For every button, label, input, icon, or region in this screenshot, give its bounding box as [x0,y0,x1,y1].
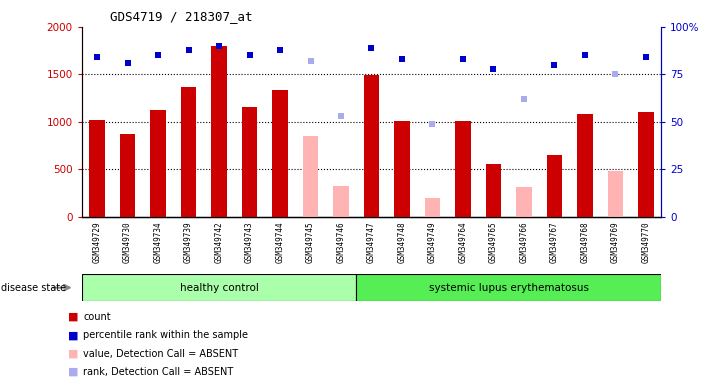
Text: GSM349768: GSM349768 [580,222,589,263]
Point [396,56,407,62]
Bar [90,120,105,217]
Bar [151,109,166,217]
Point [274,46,286,53]
Point [336,113,347,119]
Point [579,52,591,58]
Text: ■: ■ [68,367,78,377]
Bar [211,46,227,217]
Text: GSM349766: GSM349766 [520,222,528,263]
Bar [333,185,348,217]
Point [183,46,194,53]
Text: GSM349748: GSM349748 [397,222,407,263]
Point [305,58,316,64]
Point [641,54,652,60]
Point [213,43,225,49]
Bar [364,75,379,217]
Point [427,121,438,127]
Bar [486,164,501,217]
Text: GSM349743: GSM349743 [245,222,254,263]
Text: rank, Detection Call = ABSENT: rank, Detection Call = ABSENT [83,367,233,377]
Bar [638,113,653,217]
Text: healthy control: healthy control [180,283,258,293]
Point [122,60,133,66]
Text: GSM349739: GSM349739 [184,222,193,263]
Text: value, Detection Call = ABSENT: value, Detection Call = ABSENT [83,349,238,359]
Text: GSM349746: GSM349746 [336,222,346,263]
Bar [356,274,661,301]
Text: GSM349769: GSM349769 [611,222,620,263]
Text: GDS4719 / 218307_at: GDS4719 / 218307_at [110,10,252,23]
Text: count: count [83,312,111,322]
Text: GSM349747: GSM349747 [367,222,376,263]
Point [488,66,499,72]
Text: GSM349742: GSM349742 [215,222,223,263]
Point [365,45,377,51]
Text: GSM349734: GSM349734 [154,222,163,263]
Bar [547,155,562,217]
Text: GSM349744: GSM349744 [275,222,284,263]
Text: GSM349745: GSM349745 [306,222,315,263]
Bar [395,121,410,217]
Text: ■: ■ [68,349,78,359]
Bar [608,171,623,217]
Bar [455,121,471,217]
Point [152,52,164,58]
Text: ■: ■ [68,312,78,322]
Bar [577,114,592,217]
Text: systemic lupus erythematosus: systemic lupus erythematosus [429,283,589,293]
Text: GSM349729: GSM349729 [92,222,102,263]
Text: percentile rank within the sample: percentile rank within the sample [83,330,248,340]
Bar [272,89,288,217]
Text: GSM349764: GSM349764 [459,222,468,263]
Bar [425,198,440,217]
Text: disease state: disease state [1,283,66,293]
Text: GSM349765: GSM349765 [489,222,498,263]
Bar [303,136,318,217]
Point [91,54,102,60]
Text: GSM349770: GSM349770 [641,222,651,263]
Point [610,71,621,78]
Point [457,56,469,62]
Point [244,52,255,58]
Text: GSM349767: GSM349767 [550,222,559,263]
Bar [82,274,356,301]
Point [518,96,530,102]
Text: GSM349749: GSM349749 [428,222,437,263]
Bar [242,107,257,217]
Bar [516,187,532,217]
Point [549,62,560,68]
Text: GSM349730: GSM349730 [123,222,132,263]
Bar [181,87,196,217]
Bar [120,134,135,217]
Text: ■: ■ [68,330,78,340]
